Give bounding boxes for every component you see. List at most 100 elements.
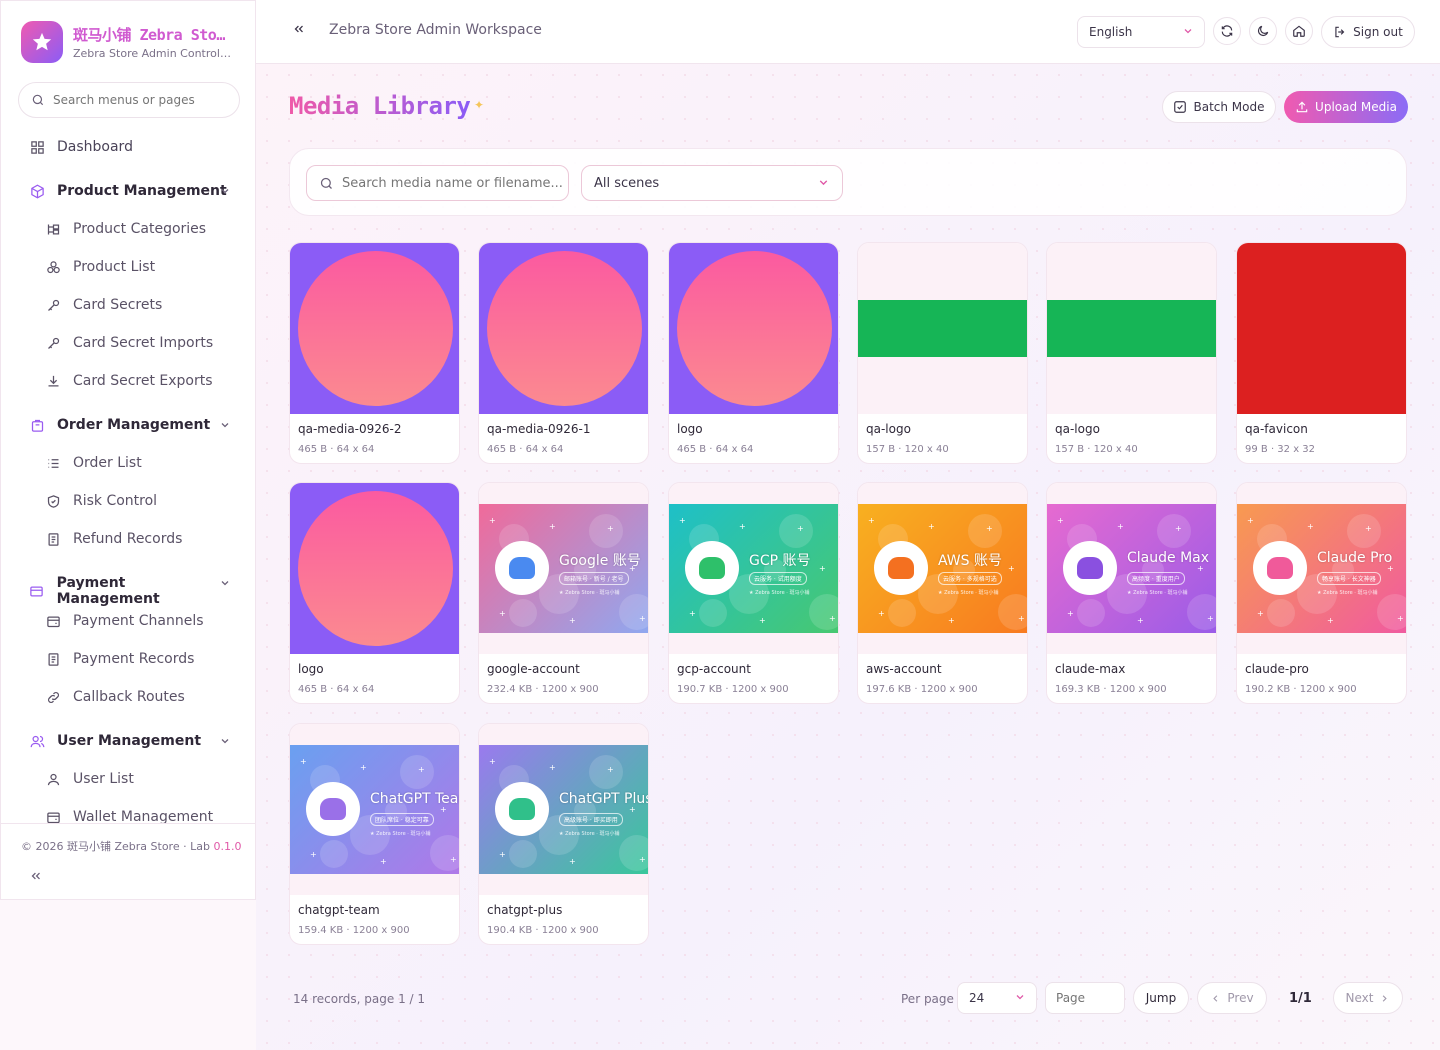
sidebar-search[interactable] <box>18 82 240 118</box>
sidebar-item-risk-control[interactable]: Risk Control <box>45 493 245 509</box>
media-card[interactable]: logo 465 B · 64 x 64 <box>668 242 839 464</box>
home-button[interactable] <box>1285 17 1313 45</box>
media-thumbnail[interactable] <box>1237 243 1406 414</box>
sidebar-item-user-list[interactable]: User List <box>45 771 245 787</box>
key-icon <box>45 297 61 313</box>
sidebar-item-dashboard[interactable]: Dashboard <box>29 139 229 155</box>
banner-title: Claude Pro <box>1317 550 1393 566</box>
scene-select[interactable]: All scenes <box>581 165 843 201</box>
banner-tagline: 云服务 · 试用额度 <box>749 572 807 585</box>
media-name: qa-media-0926-1 <box>487 422 591 436</box>
receipt-icon <box>45 531 61 547</box>
banner-title: ChatGPT Team <box>370 791 459 807</box>
media-card[interactable]: logo 465 B · 64 x 64 <box>289 482 460 704</box>
language-select[interactable]: English <box>1077 16 1205 48</box>
checkbox-icon <box>1174 101 1187 113</box>
sidebar-item-card-secret-imports[interactable]: Card Secret Imports <box>45 335 245 351</box>
media-thumbnail[interactable] <box>290 243 459 414</box>
media-thumbnail[interactable]: ++++++++ChatGPT Team团队席位 · 稳定可靠★ Zebra S… <box>290 724 459 895</box>
chevron-down-icon <box>1182 25 1194 40</box>
chevron-down-icon <box>219 577 231 593</box>
per-page-label: Per page <box>901 992 954 1006</box>
media-meta: 190.7 KB · 1200 x 900 <box>677 684 789 695</box>
prev-page-button[interactable]: Prev <box>1197 982 1267 1014</box>
media-card[interactable]: ++++++++ChatGPT Team团队席位 · 稳定可靠★ Zebra S… <box>289 723 460 945</box>
sidebar-item-order-list[interactable]: Order List <box>45 455 245 471</box>
banner-tagline: 团队席位 · 稳定可靠 <box>370 813 434 826</box>
media-thumbnail[interactable] <box>669 243 838 414</box>
media-meta: 197.6 KB · 1200 x 900 <box>866 684 978 695</box>
sidebar-item-payment-channels[interactable]: Payment Channels <box>45 613 245 629</box>
media-thumbnail[interactable] <box>290 483 459 654</box>
chevron-down-icon <box>219 735 231 751</box>
sidebar-item-product-categories[interactable]: Product Categories <box>45 221 245 237</box>
refresh-button[interactable] <box>1213 17 1241 45</box>
box-icon <box>29 183 45 199</box>
media-card[interactable]: qa-logo 157 B · 120 x 40 <box>1046 242 1217 464</box>
toggle-sidebar-button[interactable] <box>292 20 306 41</box>
sidebar-item-payment-records[interactable]: Payment Records <box>45 651 245 667</box>
media-search[interactable] <box>306 165 569 201</box>
page-number-input[interactable] <box>1045 982 1125 1014</box>
media-meta: 159.4 KB · 1200 x 900 <box>298 925 410 936</box>
media-meta: 157 B · 120 x 40 <box>1055 444 1138 455</box>
theme-toggle-button[interactable] <box>1249 17 1277 45</box>
media-search-input[interactable] <box>342 175 562 191</box>
sidebar-item-label: Card Secret Imports <box>73 335 214 351</box>
sidebar-item-label: User Management <box>57 733 202 749</box>
chevron-down-icon <box>1014 991 1026 1006</box>
media-card[interactable]: qa-logo 157 B · 120 x 40 <box>857 242 1028 464</box>
media-name: qa-media-0926-2 <box>298 422 402 436</box>
media-card[interactable]: qa-favicon 99 B · 32 x 32 <box>1236 242 1407 464</box>
media-card[interactable]: qa-media-0926-2 465 B · 64 x 64 <box>289 242 460 464</box>
brand[interactable]: 斑马小铺 Zebra Store Zebra Store Admin Contr… <box>21 21 233 63</box>
media-card[interactable]: qa-media-0926-1 465 B · 64 x 64 <box>478 242 649 464</box>
sidebar-item-label: Order Management <box>57 417 211 433</box>
media-thumbnail[interactable] <box>1047 243 1216 414</box>
jump-button[interactable]: Jump <box>1133 982 1189 1014</box>
sidebar-group-product-management[interactable]: Product Management <box>29 183 229 199</box>
batch-mode-button[interactable]: Batch Mode <box>1162 91 1276 123</box>
chevrons-left-icon <box>294 25 303 33</box>
upload-media-button[interactable]: Upload Media <box>1284 91 1408 123</box>
sidebar-item-callback-routes[interactable]: Callback Routes <box>45 689 245 705</box>
sidebar-group-user-management[interactable]: User Management <box>29 733 229 749</box>
collapse-sidebar-button[interactable] <box>29 868 43 887</box>
sidebar-search-input[interactable] <box>53 93 223 107</box>
media-name: logo <box>298 662 324 676</box>
sidebar-item-card-secrets[interactable]: Card Secrets <box>45 297 245 313</box>
media-name: qa-favicon <box>1245 422 1308 436</box>
sign-out-button[interactable]: Sign out <box>1321 16 1415 48</box>
media-name: claude-max <box>1055 662 1126 676</box>
sidebar-item-wallet-management[interactable]: Wallet Management <box>45 809 245 823</box>
per-page-select[interactable]: 24 <box>957 982 1037 1014</box>
sidebar-item-product-list[interactable]: Product List <box>45 259 245 275</box>
sidebar-group-payment-management[interactable]: Payment Management <box>29 575 229 607</box>
media-meta: 465 B · 64 x 64 <box>487 444 564 455</box>
sidebar-group-order-management[interactable]: Order Management <box>29 417 229 433</box>
sidebar-item-card-secret-exports[interactable]: Card Secret Exports <box>45 373 245 389</box>
next-page-button[interactable]: Next <box>1333 982 1403 1014</box>
media-preview: ++++++++ChatGPT Team团队席位 · 稳定可靠★ Zebra S… <box>290 745 459 874</box>
sidebar-item-refund-records[interactable]: Refund Records <box>45 531 245 547</box>
media-meta: 465 B · 64 x 64 <box>677 444 754 455</box>
media-thumbnail[interactable] <box>858 243 1027 414</box>
media-thumbnail[interactable] <box>479 243 648 414</box>
